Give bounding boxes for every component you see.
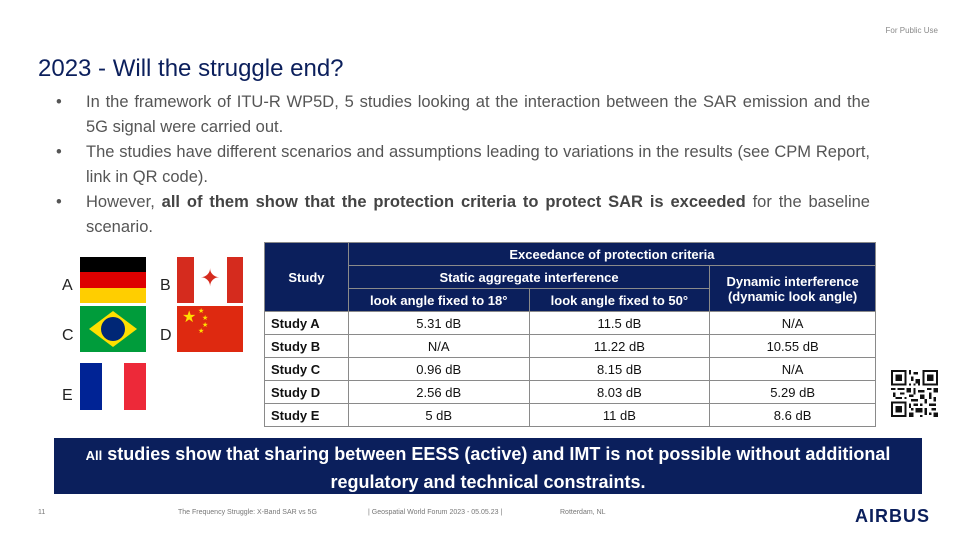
dynamic-interference-header: Dynamic interference (dynamic look angle… xyxy=(709,265,876,312)
value-18-cell: 2.56 dB xyxy=(347,380,530,404)
footer-location: Rotterdam, NL xyxy=(560,509,606,516)
look-angle-50-header: look angle fixed to 50° xyxy=(528,288,711,312)
dynamic-value-cell: 10.55 dB xyxy=(709,334,876,358)
airbus-logo: AIRBUS xyxy=(855,506,931,526)
banner-lead-word: All xyxy=(85,448,103,463)
banner-text: studies show that sharing between EESS (… xyxy=(102,444,891,492)
value-50-cell: 11.5 dB xyxy=(528,311,711,335)
flag-letter-e: E xyxy=(62,387,73,404)
table-row: Study C 0.96 dB 8.15 dB N/A xyxy=(264,357,876,381)
value-18-cell: N/A xyxy=(347,334,530,358)
value-18-cell: 0.96 dB xyxy=(347,357,530,381)
star-icon: ★ xyxy=(198,308,205,315)
flag-letter-c: C xyxy=(62,327,74,344)
bullet-marker: • xyxy=(56,193,62,211)
bullet-item: • The studies have different scenarios an… xyxy=(50,140,870,190)
slide-title: 2023 - Will the struggle end? xyxy=(38,55,344,82)
bullet-text: The studies have different scenarios and… xyxy=(86,143,870,186)
value-50-cell: 8.15 dB xyxy=(528,357,711,381)
study-name-cell: Study D xyxy=(264,380,349,404)
dynamic-value-cell: 8.6 dB xyxy=(709,403,876,427)
bullet-item: • However, all of them show that the prot… xyxy=(50,190,870,240)
study-name-cell: Study A xyxy=(264,311,349,335)
classification-label: For Public Use xyxy=(885,26,938,35)
flag-letter-b: B xyxy=(160,277,171,294)
study-name-cell: Study B xyxy=(264,334,349,358)
star-icon: ★ xyxy=(198,328,205,335)
bullet-marker: • xyxy=(56,93,62,111)
dynamic-value-cell: N/A xyxy=(709,357,876,381)
footer-talk-title: The Frequency Struggle: X-Band SAR vs 5G xyxy=(178,509,317,516)
bullet-text-end: for the baseline scenario. xyxy=(86,193,870,236)
flag-letter-a: A xyxy=(62,277,73,294)
flag-letter-d: D xyxy=(160,327,172,344)
star-icon: ★ xyxy=(182,309,197,326)
study-column-header: Study xyxy=(264,242,349,312)
france-flag-icon xyxy=(80,363,146,410)
study-name-cell: Study E xyxy=(264,403,349,427)
dynamic-value-cell: N/A xyxy=(709,311,876,335)
study-name-cell: Study C xyxy=(264,357,349,381)
canada-flag-icon: ✦ xyxy=(177,257,243,303)
brazil-flag-icon xyxy=(80,306,146,352)
conclusion-banner: All studies show that sharing between EE… xyxy=(54,438,922,494)
bullet-text: In the framework of ITU-R WP5D, 5 studie… xyxy=(86,93,870,136)
table-row: Study E 5 dB 11 dB 8.6 dB xyxy=(264,403,876,427)
exceedance-table: Study Exceedance of protection criteria … xyxy=(264,242,877,427)
bullet-bold-text: all of them show that the protection cri… xyxy=(161,193,746,211)
table-row: Study B N/A 11.22 dB 10.55 dB xyxy=(264,334,876,358)
bullet-marker: • xyxy=(56,143,62,161)
germany-flag-icon xyxy=(80,257,146,303)
footer-event: | Geospatial World Forum 2023 - 05.05.23… xyxy=(368,509,503,516)
exceedance-group-header: Exceedance of protection criteria xyxy=(347,242,877,266)
look-angle-18-header: look angle fixed to 18° xyxy=(347,288,530,312)
table-row: Study A 5.31 dB 11.5 dB N/A xyxy=(264,311,876,335)
value-50-cell: 11 dB xyxy=(528,403,711,427)
value-50-cell: 11.22 dB xyxy=(528,334,711,358)
maple-leaf-icon: ✦ xyxy=(199,265,221,292)
star-icon: ★ xyxy=(202,315,209,322)
star-icon: ★ xyxy=(202,322,209,329)
page-number: 11 xyxy=(38,509,46,516)
value-18-cell: 5.31 dB xyxy=(347,311,530,335)
value-18-cell: 5 dB xyxy=(347,403,530,427)
bullet-list: • In the framework of ITU-R WP5D, 5 studi… xyxy=(50,90,870,240)
bullet-text: However, xyxy=(86,193,162,211)
dynamic-value-cell: 5.29 dB xyxy=(709,380,876,404)
table-row: Study D 2.56 dB 8.03 dB 5.29 dB xyxy=(264,380,876,404)
static-interference-header: Static aggregate interference xyxy=(347,265,711,289)
bullet-item: • In the framework of ITU-R WP5D, 5 studi… xyxy=(50,90,870,140)
china-flag-icon: ★ ★ ★ ★ ★ xyxy=(177,306,243,352)
value-50-cell: 8.03 dB xyxy=(528,380,711,404)
qr-code-icon[interactable] xyxy=(891,370,938,417)
